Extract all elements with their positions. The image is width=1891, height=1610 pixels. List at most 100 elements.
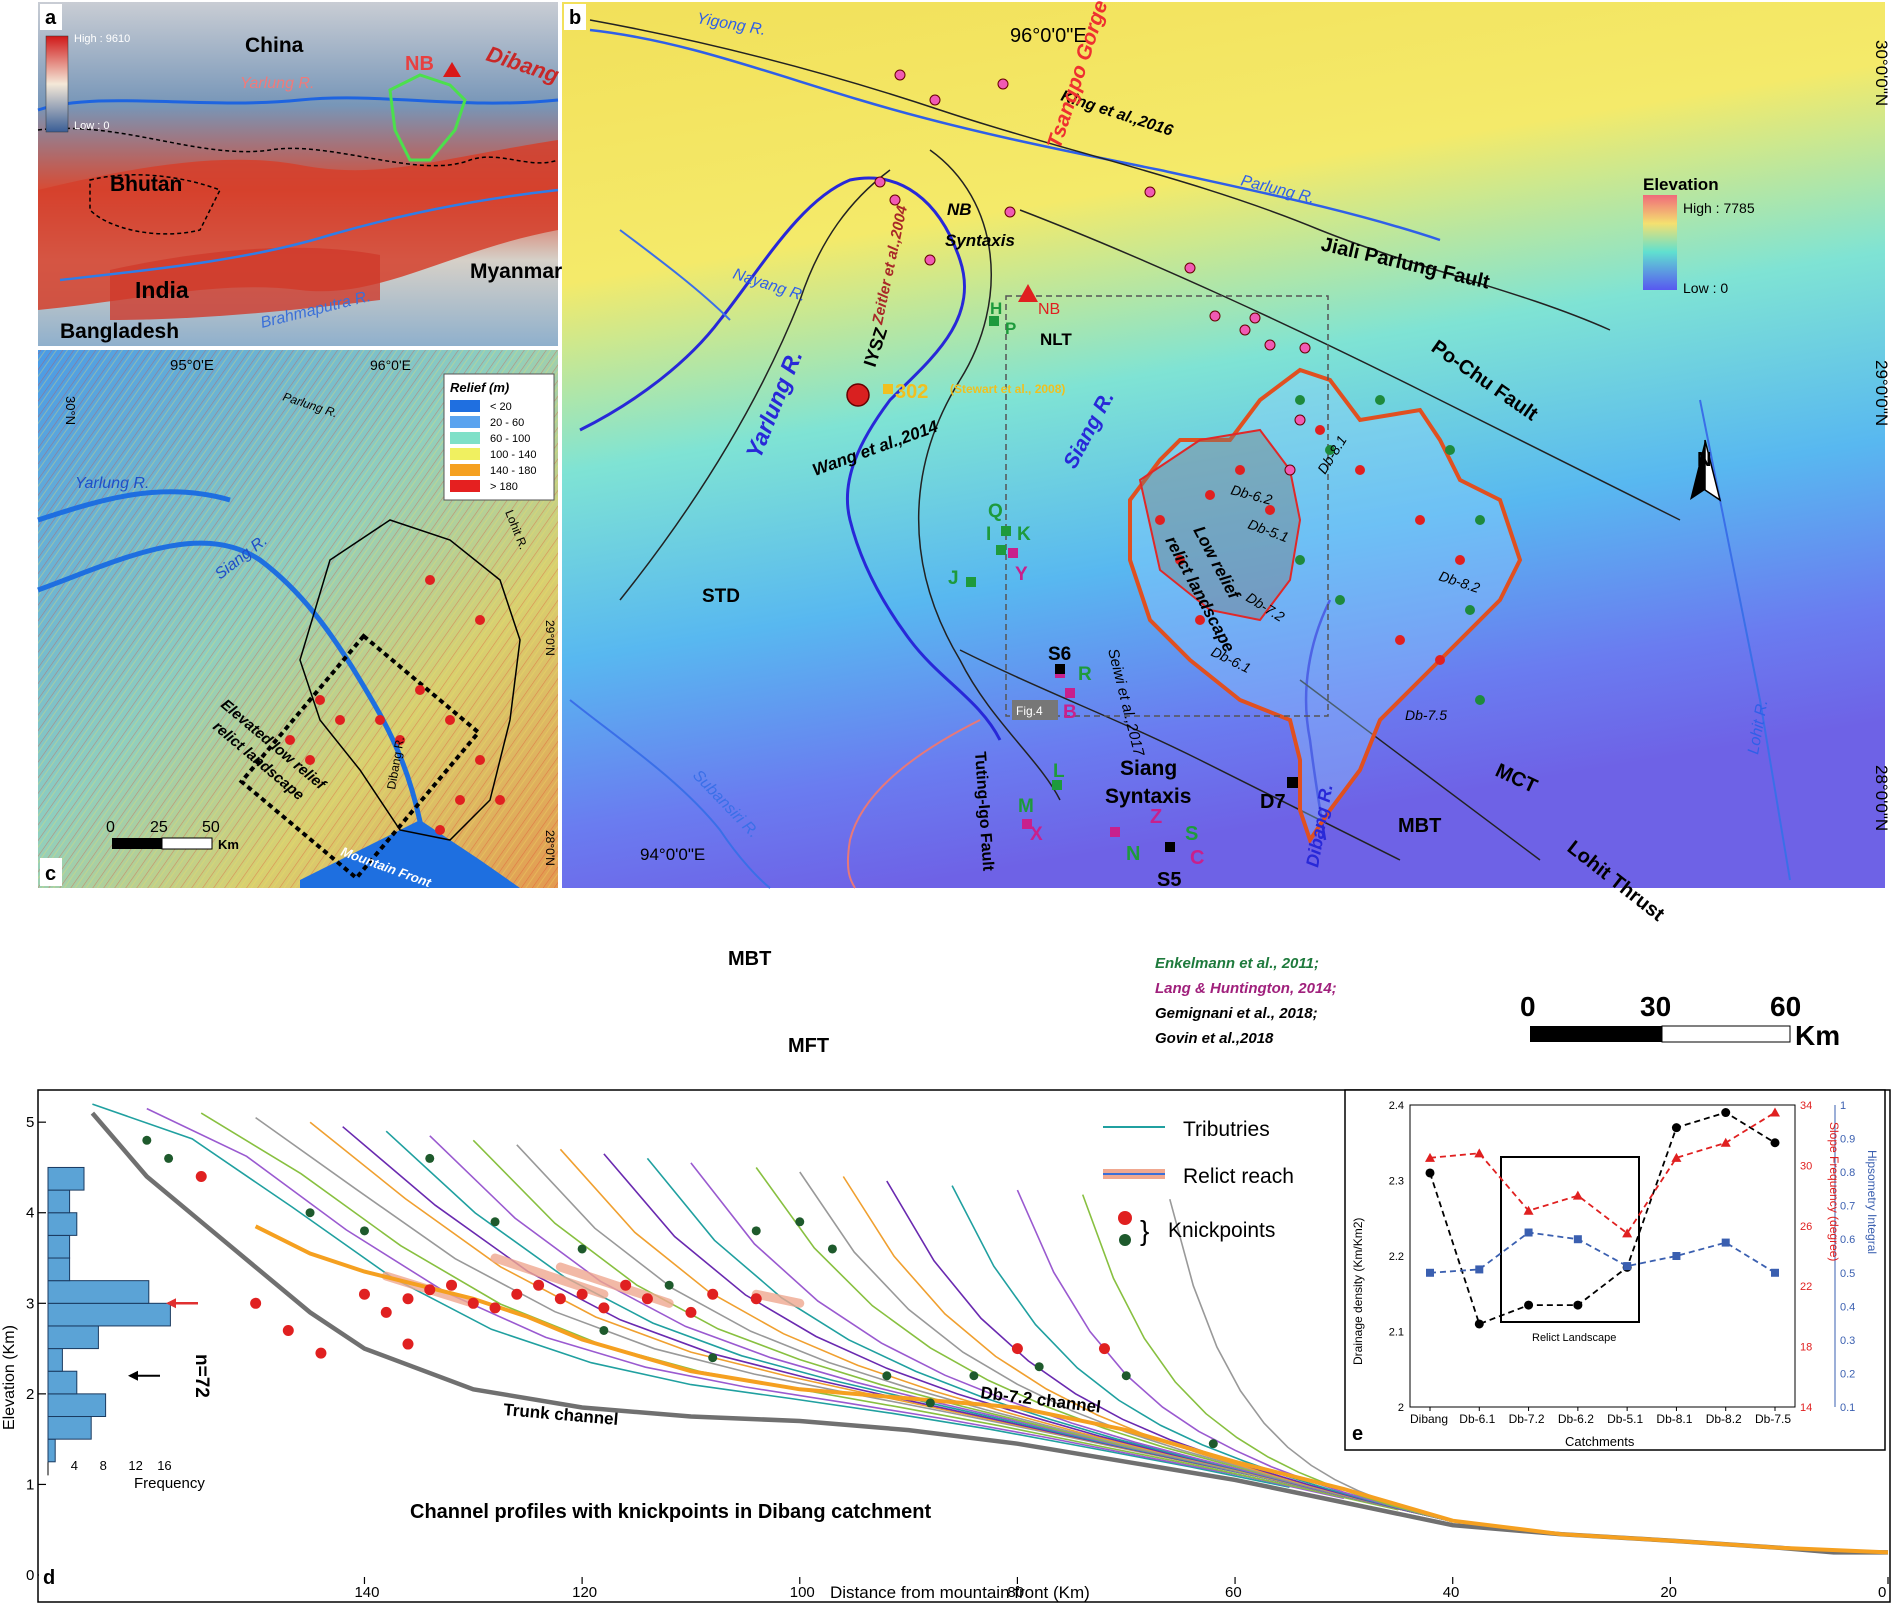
site-s5: S5 bbox=[1157, 869, 1181, 891]
e-point-drainage bbox=[1425, 1168, 1435, 1178]
site-q: Q bbox=[988, 501, 1003, 522]
label-enkelmann: Enkelmann et al., 2011; bbox=[1155, 955, 1319, 972]
hist-bar bbox=[47, 1325, 99, 1350]
panel-d-xlabel: Distance from mountain front (Km) bbox=[830, 1583, 1090, 1602]
knickpoint-red bbox=[598, 1302, 610, 1314]
panel-b-legend-bar bbox=[1643, 195, 1677, 290]
scale-c-unit: Km bbox=[218, 837, 239, 852]
e-y-tick: 2.2 bbox=[1389, 1251, 1404, 1263]
e-category-label: Dibang bbox=[1410, 1412, 1448, 1426]
knickpoint-green bbox=[882, 1371, 892, 1381]
e-point-drainage bbox=[1671, 1123, 1681, 1133]
syntaxis-fault-line bbox=[918, 149, 1061, 801]
dibang-catchment-outline bbox=[388, 73, 467, 162]
e-point-slope bbox=[1671, 1152, 1682, 1162]
panel-b: Elevation High : 7785 Low : 0 N 0 30 60 … bbox=[562, 0, 1891, 1057]
knickpoint-red bbox=[467, 1297, 479, 1309]
legend-brace: } bbox=[1140, 1215, 1149, 1246]
hist-bar bbox=[47, 1302, 171, 1327]
site-r: R bbox=[1078, 664, 1092, 685]
site-k: K bbox=[1017, 524, 1031, 545]
e-y-tick: 0.5 bbox=[1840, 1268, 1855, 1280]
site-h: H bbox=[990, 299, 1002, 318]
e-point-drainage bbox=[1524, 1300, 1534, 1310]
coord-30n: 30°0'0"N bbox=[1872, 40, 1891, 106]
relict-landscape-polygon bbox=[1138, 428, 1302, 622]
knickpoint-green bbox=[425, 1153, 435, 1163]
label-mbt-b2: MBT bbox=[728, 948, 771, 970]
fig4-label: Fig.4 bbox=[1016, 704, 1043, 718]
label-lang: Lang & Huntington, 2014; bbox=[1155, 980, 1337, 997]
knickpoint-red bbox=[380, 1306, 392, 1318]
label-siang-syntaxis-2: Syntaxis bbox=[1105, 785, 1191, 808]
yarlung-river-c bbox=[37, 489, 231, 523]
panel-e-ylabel-right2: Hipsometry Integral bbox=[1865, 1150, 1879, 1254]
panel-b-letter-bg bbox=[564, 4, 586, 30]
knickpoint-red bbox=[358, 1288, 370, 1300]
tributary-line bbox=[146, 1107, 1345, 1500]
knickpoint-green bbox=[751, 1226, 761, 1236]
x-tick-label: 60 bbox=[1225, 1584, 1242, 1601]
panel-b-legend-title: Elevation bbox=[1643, 175, 1719, 194]
dibang-river-line bbox=[1304, 599, 1332, 841]
site-l: L bbox=[1053, 761, 1065, 782]
label-stewart: (Stewart et al., 2008) bbox=[950, 382, 1065, 396]
site-z: Z bbox=[1150, 806, 1162, 828]
e-point-slope bbox=[1474, 1148, 1485, 1158]
e-point-hypsometry bbox=[1426, 1268, 1434, 1277]
e-point-hypsometry bbox=[1672, 1252, 1681, 1260]
knickpoint-green bbox=[1208, 1439, 1218, 1449]
e-point-slope bbox=[1425, 1152, 1435, 1162]
hist-xlabel: Frequency bbox=[134, 1475, 205, 1492]
knickpoint-red bbox=[707, 1288, 719, 1300]
e-point-drainage bbox=[1770, 1138, 1780, 1148]
border-line bbox=[37, 127, 559, 167]
relief-legend-label: 20 - 60 bbox=[490, 417, 524, 429]
relict-landscape-box bbox=[1500, 1156, 1640, 1323]
catchment-db75: Db-7.5 bbox=[1405, 707, 1447, 723]
site-302-square bbox=[883, 384, 893, 394]
e-point-hypsometry bbox=[1475, 1265, 1484, 1274]
y-tick-label: 4 bbox=[26, 1205, 34, 1222]
panel-e-ticks: Dibang Db-6.1 Db-7.2 Db-6.2 Db-5.1 Db-8.1 Db-8… bbox=[1389, 1100, 1856, 1426]
hist-arrow-red-head bbox=[166, 1298, 176, 1309]
knickpoint-red bbox=[402, 1293, 414, 1305]
panel-e-letter: e bbox=[1352, 1423, 1363, 1445]
panel-d-main-channels bbox=[90, 1111, 1889, 1555]
knickpoint-red bbox=[576, 1288, 588, 1300]
e-category-label: Db-7.2 bbox=[1509, 1412, 1545, 1426]
e-y-tick: 2 bbox=[1398, 1402, 1404, 1414]
label-nb-syntaxis-1: NB bbox=[947, 200, 972, 219]
nayang-river-line bbox=[619, 229, 731, 321]
knickpoint-red bbox=[315, 1347, 327, 1359]
jiali-fault-line bbox=[589, 19, 1611, 331]
scale-c-25: 25 bbox=[150, 819, 168, 836]
brahmaputra-river-line bbox=[59, 188, 559, 282]
scale-b-60: 60 bbox=[1770, 991, 1801, 1022]
e-series-line bbox=[1429, 1111, 1776, 1235]
lohit-river-line bbox=[1699, 399, 1791, 881]
fig4-extent-box bbox=[1005, 295, 1329, 717]
scale-c-black bbox=[112, 838, 162, 849]
site-c: C bbox=[1190, 847, 1204, 869]
panel-d-title: Channel profiles with knickpoints in Dib… bbox=[410, 1501, 932, 1523]
coord-96e-c: 96°0'E bbox=[370, 357, 411, 373]
hist-x-tick: 12 bbox=[128, 1458, 142, 1473]
label-std: STD bbox=[702, 586, 740, 607]
e-category-label: Db-7.5 bbox=[1755, 1412, 1791, 1426]
legend-relict-text: Relict reach bbox=[1183, 1165, 1294, 1188]
dibang-outline-c bbox=[299, 519, 521, 841]
x-tick-label: 20 bbox=[1660, 1584, 1677, 1601]
plains-blue bbox=[300, 820, 520, 888]
catchment-knickpoints bbox=[1155, 395, 1485, 705]
relict-reach bbox=[490, 1253, 609, 1299]
hist-bar bbox=[47, 1348, 63, 1372]
legend-knick-red bbox=[1118, 1211, 1132, 1225]
coord-30n-c: 30°N bbox=[63, 396, 78, 425]
knickpoint-green bbox=[599, 1325, 609, 1335]
knickpoint-red bbox=[446, 1279, 458, 1291]
e-point-slope bbox=[1572, 1190, 1583, 1200]
relief-legend-swatch bbox=[450, 400, 480, 412]
x-tick-label: 80 bbox=[1007, 1584, 1024, 1601]
y-tick-label: 1 bbox=[26, 1476, 34, 1493]
